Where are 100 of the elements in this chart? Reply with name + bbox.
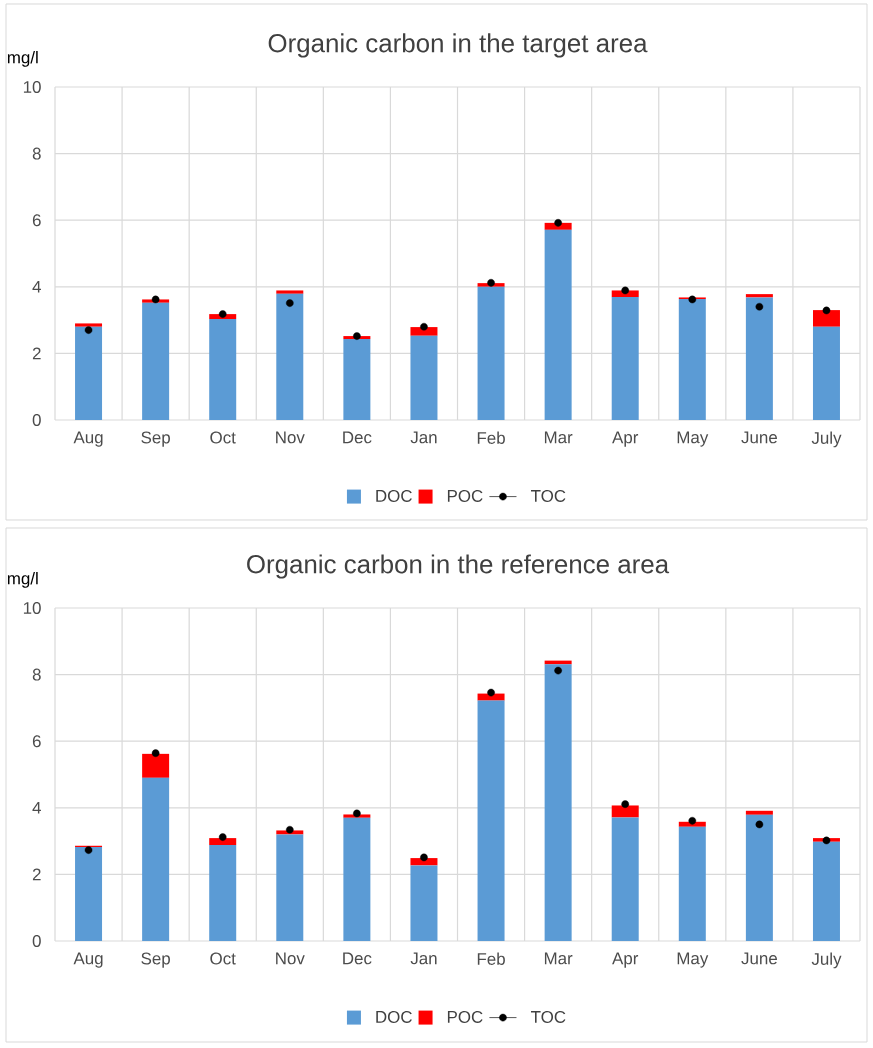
x-tick-label: Feb <box>477 952 505 965</box>
point <box>420 322 428 331</box>
point <box>755 820 764 829</box>
x-tick-label: Apr <box>612 952 639 968</box>
point <box>755 302 764 311</box>
point <box>554 219 562 227</box>
x-tick-label: Dec <box>343 431 372 444</box>
point <box>822 306 831 315</box>
y-tick-label: 4 <box>32 280 41 293</box>
legend-label: DOC <box>376 1010 412 1023</box>
y-axis-title: mg/l <box>7 51 38 67</box>
x-tick-label: Apr <box>612 431 639 447</box>
y-tick-label: 0 <box>32 413 41 426</box>
bar <box>745 297 773 420</box>
bar <box>678 826 706 941</box>
point <box>353 332 361 340</box>
y-tick-label: 8 <box>32 147 41 160</box>
bar <box>209 845 237 941</box>
bar <box>812 841 840 941</box>
bar <box>75 847 103 941</box>
x-tick-label: Nov <box>276 952 305 965</box>
x-tick-label: Feb <box>477 431 505 444</box>
point <box>621 800 630 808</box>
bar <box>410 865 438 941</box>
bar <box>477 700 505 941</box>
y-tick-label: 6 <box>32 735 41 748</box>
bar <box>410 335 438 420</box>
x-tick-label: Jan <box>410 431 437 444</box>
bar <box>209 319 237 420</box>
legend-label: TOC <box>531 1010 566 1023</box>
x-tick-label: Oct <box>210 431 236 444</box>
bar <box>812 310 840 327</box>
bar <box>343 817 371 941</box>
x-tick-label: Aug <box>73 431 103 447</box>
point <box>353 809 361 818</box>
point <box>151 749 160 757</box>
bar <box>75 323 103 327</box>
y-axis-title: mg/l <box>7 572 38 588</box>
point <box>554 666 562 675</box>
point <box>84 326 93 334</box>
bar <box>812 326 840 420</box>
point <box>822 836 831 845</box>
y-tick-label: 8 <box>32 668 41 681</box>
bar <box>745 810 773 815</box>
x-tick-label: Aug <box>73 952 103 968</box>
point <box>688 816 697 825</box>
bar <box>142 777 170 941</box>
point <box>487 279 495 287</box>
bar <box>611 817 639 941</box>
point <box>286 299 294 307</box>
legend-label: POC <box>447 1010 483 1023</box>
x-tick-label: Sep <box>141 431 170 447</box>
x-tick-label: Jan <box>410 952 437 965</box>
point <box>621 286 630 295</box>
x-tick-label: May <box>677 431 709 447</box>
x-tick-label: July <box>811 952 842 969</box>
chart-title: Organic carbon in the reference area <box>247 554 670 579</box>
point <box>218 833 227 841</box>
legend-label: POC <box>447 489 483 502</box>
x-tick-label: May <box>677 952 709 968</box>
y-tick-label: 6 <box>32 214 41 227</box>
x-tick-label: Nov <box>276 431 305 444</box>
legend-label: TOC <box>531 489 566 502</box>
point <box>688 295 697 304</box>
legend-label: DOC <box>376 489 412 502</box>
bar <box>544 229 572 420</box>
y-tick-label: 2 <box>32 868 41 881</box>
bar <box>343 339 371 420</box>
x-tick-label: June <box>741 952 777 965</box>
y-tick-label: 10 <box>23 80 41 93</box>
y-tick-label: 10 <box>23 602 41 614</box>
x-tick-label: Mar <box>544 952 573 965</box>
bar <box>477 693 505 701</box>
point <box>286 825 294 834</box>
bar <box>611 805 639 818</box>
point <box>420 853 428 862</box>
bar <box>276 290 304 294</box>
bar <box>276 834 304 941</box>
x-tick-label: Dec <box>343 952 372 965</box>
y-tick-label: 0 <box>32 935 41 947</box>
bar <box>477 286 505 420</box>
bar <box>276 293 304 420</box>
point <box>84 846 93 854</box>
bar <box>142 302 170 420</box>
x-tick-label: Oct <box>210 952 236 965</box>
y-tick-label: 4 <box>32 801 41 814</box>
bar <box>745 294 773 298</box>
point <box>487 688 495 697</box>
x-tick-label: Mar <box>544 431 573 444</box>
x-tick-label: Sep <box>141 952 170 968</box>
bar <box>142 753 170 778</box>
x-tick-label: July <box>811 431 842 448</box>
bar <box>544 664 572 941</box>
bar <box>745 814 773 941</box>
x-tick-label: June <box>741 431 777 444</box>
chart-title: Organic carbon in the target area <box>268 33 648 58</box>
bar <box>75 326 103 420</box>
y-tick-label: 2 <box>32 347 41 360</box>
bar <box>611 297 639 420</box>
bar <box>678 299 706 420</box>
